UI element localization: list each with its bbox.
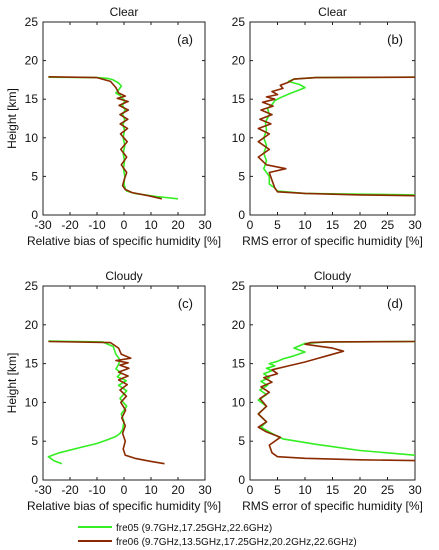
y-tick-label: 5: [238, 169, 245, 183]
y-tick-label: 0: [238, 473, 245, 487]
y-tick-label: 0: [31, 473, 38, 487]
x-tick-label: 0: [121, 483, 128, 497]
y-tick-label: 20: [25, 54, 39, 68]
x-tick-label: 10: [144, 218, 158, 232]
y-tick-label: 15: [232, 357, 246, 371]
x-tick-label: 5: [274, 483, 281, 497]
x-tick-label: 30: [198, 483, 212, 497]
panel-title: Cloudy: [314, 269, 351, 283]
y-tick-label: 5: [31, 434, 38, 448]
x-tick-label: 20: [171, 218, 185, 232]
series-line-fre05: [257, 340, 415, 456]
y-tick-label: 5: [238, 434, 245, 448]
y-tick-label: 0: [238, 208, 245, 222]
y-tick-label: 15: [232, 92, 246, 106]
y-tick-label: 25: [232, 15, 246, 29]
x-tick-label: -30: [34, 218, 52, 232]
x-axis-label: RMS error of specific humidity [%]: [242, 499, 423, 513]
series-line-fre06: [48, 340, 165, 465]
panel-title: Clear: [318, 5, 347, 19]
y-tick-label: 15: [25, 357, 39, 371]
x-tick-label: 5: [274, 218, 281, 232]
x-tick-label: -20: [61, 218, 79, 232]
x-tick-label: -10: [88, 483, 106, 497]
legend-label-fre05: fre05 (9.7GHz,17.25GHz,22.6GHz): [116, 523, 272, 534]
plot-frame: [249, 285, 416, 481]
x-tick-label: 30: [408, 483, 422, 497]
x-tick-label: 10: [144, 483, 158, 497]
y-tick-label: 25: [25, 15, 39, 29]
y-tick-label: 25: [25, 279, 39, 293]
x-tick-label: 20: [353, 218, 367, 232]
y-axis-label: Height [km]: [5, 353, 19, 414]
series-line-fre05: [47, 340, 128, 465]
panel-label: (c): [178, 296, 193, 311]
x-tick-label: 10: [298, 483, 312, 497]
y-tick-label: 15: [25, 92, 39, 106]
panel-label: (d): [387, 296, 403, 311]
panel-1: 0 5 10 15 20 25 30 0 5 10 15 20 25 Clear (b) RMS error …: [232, 5, 423, 248]
x-axis-label: RMS error of specific humidity [%]: [242, 234, 423, 248]
x-tick-label: -10: [88, 218, 106, 232]
y-tick-label: 0: [31, 208, 38, 222]
y-tick-label: 20: [232, 318, 246, 332]
x-tick-label: 20: [353, 483, 367, 497]
y-tick-label: 20: [232, 54, 246, 68]
x-tick-label: -30: [34, 483, 52, 497]
series-line-fre05: [48, 76, 179, 200]
y-axis-label: Height [km]: [5, 88, 19, 149]
x-tick-label: 25: [381, 218, 395, 232]
x-tick-label: -20: [61, 483, 79, 497]
x-axis-label: Relative bias of specific humidity [%]: [27, 234, 221, 248]
panel-title: Clear: [110, 5, 139, 19]
y-tick-label: 10: [232, 395, 246, 409]
x-tick-label: 30: [198, 218, 212, 232]
x-tick-label: 15: [326, 483, 340, 497]
x-tick-label: 0: [121, 218, 128, 232]
x-tick-label: 0: [247, 483, 254, 497]
y-tick-label: 10: [25, 131, 39, 145]
legend: fre05 (9.7GHz,17.25GHz,22.6GHz) fre06 (9…: [78, 523, 357, 548]
x-tick-label: 15: [326, 218, 340, 232]
series-line-fre06: [257, 340, 415, 462]
x-tick-label: 25: [381, 483, 395, 497]
x-axis-label: Relative bias of specific humidity [%]: [27, 499, 221, 513]
panel-2: -30 -20 -10 0 10 20 30 0 5 10 15 20 25 Cloudy (c) Relat…: [5, 269, 221, 513]
legend-label-fre06: fre06 (9.7GHz,13.5GHz,17.25GHz,20.2GHz,2…: [116, 537, 357, 548]
y-tick-label: 25: [232, 279, 246, 293]
panel-0: -30 -20 -10 0 10 20 30 0 5 10 15 20 25 Clear (a) Relati…: [5, 5, 221, 248]
panel-label: (a): [177, 32, 193, 47]
panel-label: (b): [387, 32, 403, 47]
series-line-fre06: [257, 76, 415, 197]
y-tick-label: 5: [31, 169, 38, 183]
series-line-fre05: [262, 76, 415, 196]
panel-title: Cloudy: [105, 269, 142, 283]
y-tick-label: 10: [232, 131, 246, 145]
x-tick-label: 30: [408, 218, 422, 232]
x-tick-label: 10: [298, 218, 312, 232]
x-tick-label: 20: [171, 483, 185, 497]
y-tick-label: 10: [25, 395, 39, 409]
y-tick-label: 20: [25, 318, 39, 332]
panel-3: 0 5 10 15 20 25 30 0 5 10 15 20 25 Cloudy (d) RMS error…: [232, 269, 423, 513]
series-line-fre06: [48, 76, 162, 200]
x-tick-label: 0: [247, 218, 254, 232]
